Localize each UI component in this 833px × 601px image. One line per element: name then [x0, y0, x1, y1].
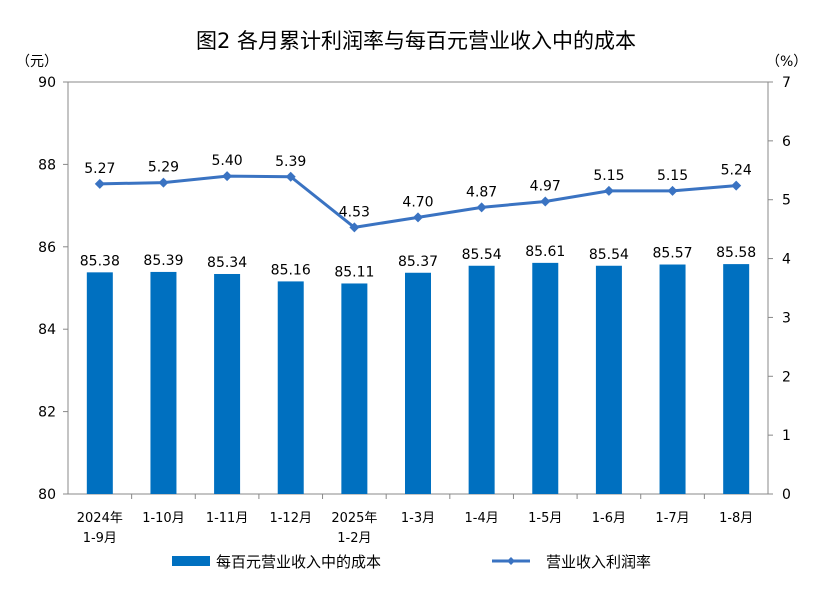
x-axis-tick-label: 2024年 1-9月 [77, 511, 123, 546]
legend: 每百元营业收入中的成本 营业收入利润率 [172, 553, 651, 571]
line-marker [94, 178, 105, 189]
right-axis-tick-label: 6 [782, 134, 791, 150]
bar-data-label: 85.37 [398, 254, 438, 270]
bar [341, 283, 368, 494]
bar-data-label: 85.61 [525, 244, 565, 260]
line-marker [349, 222, 360, 233]
bar [595, 265, 622, 494]
left-axis-unit: （元） [16, 54, 58, 70]
legend-bar-swatch [172, 556, 210, 566]
line-data-label: 5.39 [275, 154, 306, 170]
x-axis-tick-label: 2025年 1-2月 [331, 511, 377, 546]
line-data-label: 5.27 [84, 161, 115, 177]
right-axis-tick-label: 5 [782, 193, 791, 209]
bar [659, 264, 686, 494]
left-axis-tick-label: 86 [38, 240, 56, 256]
line-marker [603, 185, 614, 196]
chart-title: 图2 各月累计利润率与每百元营业收入中的成本 [196, 29, 636, 53]
line-marker [667, 185, 678, 196]
line-marker [222, 171, 233, 182]
x-axis-tick-label: 1-10月 [142, 511, 185, 526]
x-axis-tick-label: 1-4月 [465, 511, 499, 526]
left-axis-tick-label: 82 [38, 405, 56, 421]
bar-data-label: 85.34 [207, 255, 247, 271]
x-axis-tick-label: 1-5月 [528, 511, 562, 526]
bar-data-label: 85.58 [716, 245, 756, 261]
line-marker [476, 202, 487, 213]
left-axis-tick-label: 84 [38, 322, 56, 338]
right-axis-tick-label: 4 [782, 252, 791, 268]
left-axis-tick-label: 80 [38, 487, 56, 503]
line-data-label: 4.70 [402, 194, 433, 210]
x-axis-tick-label: 1-12月 [269, 511, 312, 526]
x-axis-tick-label: 1-8月 [719, 511, 753, 526]
line-data-label: 4.97 [530, 178, 561, 194]
bar [532, 262, 559, 494]
bar [723, 264, 750, 494]
line-marker [413, 212, 423, 223]
bar-data-label: 85.54 [462, 247, 502, 263]
bar-data-label: 85.54 [589, 247, 629, 263]
bar-data-label: 85.11 [334, 264, 374, 280]
left-axis-tick-label: 88 [38, 157, 56, 173]
bar [405, 272, 431, 494]
bar [277, 281, 304, 494]
left-axis-tick-label: 90 [38, 75, 56, 91]
line-marker [540, 196, 551, 207]
right-axis-tick-label: 2 [782, 369, 791, 385]
x-axis-tick-label: 1-7月 [655, 511, 689, 526]
line-data-label: 4.53 [339, 204, 370, 220]
bar [214, 273, 241, 494]
line-marker [731, 180, 742, 191]
bar [150, 271, 177, 494]
legend-line-label: 营业收入利润率 [546, 553, 651, 571]
bar-data-label: 85.38 [80, 253, 120, 269]
right-axis-tick-label: 3 [782, 310, 791, 326]
x-axis-tick-label: 1-11月 [206, 511, 249, 526]
line-data-label: 5.15 [593, 168, 624, 184]
line-data-label: 5.15 [657, 168, 688, 184]
line-data-label: 5.40 [212, 153, 243, 169]
bar [468, 265, 495, 494]
line-marker [158, 177, 169, 188]
bar-data-label: 85.39 [143, 253, 183, 269]
bar [86, 272, 113, 494]
legend-line-marker [507, 557, 515, 565]
right-axis-tick-label: 1 [782, 428, 791, 444]
x-axis-tick-label: 1-6月 [592, 511, 626, 526]
right-axis-tick-label: 0 [782, 487, 791, 503]
line-marker [285, 171, 296, 182]
x-axis-tick-label: 1-3月 [401, 511, 435, 526]
bar-data-label: 85.16 [271, 262, 311, 278]
legend-bar-label: 每百元营业收入中的成本 [216, 553, 381, 571]
bar-data-label: 85.57 [652, 246, 692, 262]
right-axis-unit: （%） [766, 54, 807, 70]
line-data-label: 5.24 [721, 163, 752, 179]
line-data-label: 4.87 [466, 184, 497, 200]
line-data-label: 5.29 [148, 160, 179, 176]
right-axis-tick-label: 7 [782, 75, 791, 91]
